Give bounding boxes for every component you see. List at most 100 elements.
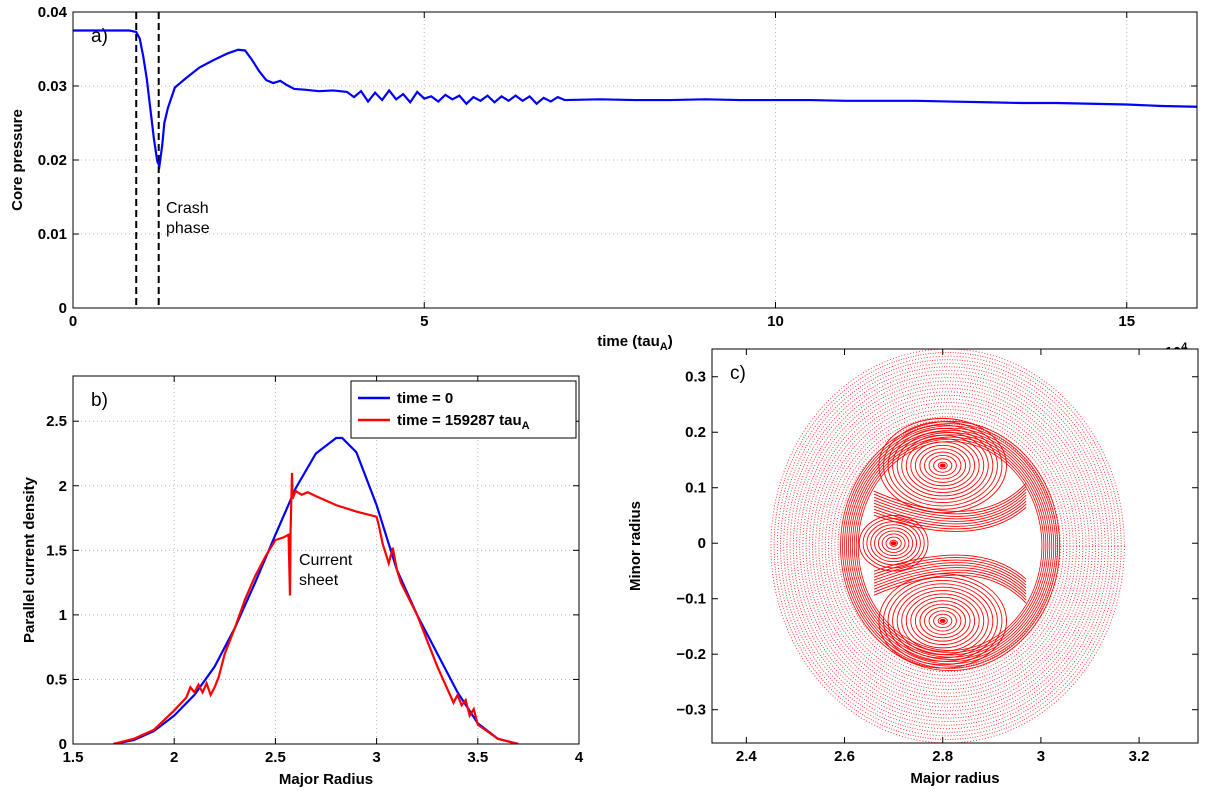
magnetic-island-surface: [914, 444, 971, 487]
magnetic-island-surface: [910, 441, 976, 490]
flux-surface-ring: [780, 359, 1116, 733]
magnetic-island-surface: [905, 593, 980, 649]
x-tick-label: 4: [575, 749, 584, 766]
flux-surface-ring: [831, 416, 1065, 676]
series-time-late-line: [113, 472, 519, 744]
y-tick-label: 0.03: [38, 78, 67, 95]
x-tick-label: 3: [372, 749, 380, 766]
flux-surface-ring-inner: [840, 421, 1061, 671]
flux-surface-ring: [783, 362, 1113, 730]
magnetic-island-surface: [919, 448, 966, 483]
panel-label: c): [730, 363, 746, 384]
axes-frame: [711, 348, 1199, 744]
y-tick-label: 0.01: [38, 226, 67, 243]
crash-phase-annotation: Crash phase: [166, 200, 210, 237]
magnetic-island-surface: [937, 461, 948, 470]
x-tick-label: 2: [170, 749, 178, 766]
flux-surface-ring: [805, 387, 1090, 705]
panel-label: a): [91, 26, 108, 47]
flux-surface-ring-inner: [853, 436, 1047, 656]
series-time-0-line: [113, 436, 519, 744]
magnetic-island-surface: [877, 530, 910, 557]
magnetic-island-surface: [878, 573, 1007, 669]
flux-surface-ring: [818, 402, 1077, 690]
separatrix-line: [873, 485, 1027, 515]
separatrix-line: [873, 494, 1027, 522]
flux-surface-ring: [789, 369, 1106, 723]
core-pressure-line: [73, 29, 1197, 170]
flux-surface-ring: [808, 391, 1087, 701]
separatrix-line: [873, 574, 1027, 604]
panel-label: b): [91, 390, 108, 411]
flux-surface-ring: [776, 355, 1119, 737]
magnetic-island-surface: [887, 580, 998, 662]
flux-surface-ring-inner: [846, 427, 1055, 665]
current-sheet-annotation: Current sheet: [299, 552, 353, 589]
magnetic-island-surface: [933, 613, 953, 629]
y-tick-label: 0.3: [685, 369, 706, 386]
y-tick-label: 0.5: [46, 671, 67, 688]
flux-surface-ring: [792, 373, 1103, 719]
separatrix-line: [873, 564, 1027, 592]
separatrix-line: [873, 506, 1027, 532]
y-tick-label: −0.3: [676, 702, 706, 719]
separatrix-line: [873, 559, 1027, 586]
panel-c-poincare-plot: 2.4 2.6 2.8 3 3.2 −0.3 −0.2 −0.1 0 0.1 0.2 0.3 Minor…: [627, 348, 1199, 787]
flux-surface-ring: [799, 380, 1097, 712]
flux-surface-ring: [786, 366, 1109, 726]
x-tick-label: 2.8: [932, 748, 953, 765]
separatrix-line: [873, 567, 1027, 595]
magnetic-island-surface: [881, 533, 906, 553]
separatrix-line: [873, 569, 1027, 598]
flux-surface-ring-inner: [847, 429, 1053, 663]
flux-surface-ring: [821, 405, 1074, 687]
x-tick-label: 2.5: [265, 749, 286, 766]
x-tick-label: 10: [767, 313, 784, 330]
flux-surface-ring: [773, 352, 1122, 740]
y-tick-label: 0.02: [38, 152, 67, 169]
x-tick-label: 3: [1037, 748, 1045, 765]
magnetic-island-surface: [937, 617, 948, 625]
magnetic-island-surface: [933, 458, 953, 473]
y-tick-label: 0: [59, 736, 67, 753]
magnetic-island-surface: [905, 438, 980, 493]
magnetic-island-surface: [924, 451, 962, 480]
magnetic-island-surface: [896, 431, 989, 500]
y-tick-label: −0.2: [676, 646, 706, 663]
x-tick-label: 1.5: [63, 749, 84, 766]
axes-frame: [72, 11, 1198, 309]
magnetic-island-surface: [883, 576, 1003, 666]
x-tick-label: 2.4: [736, 748, 758, 765]
magnetic-island-surface: [924, 606, 962, 635]
y-tick-label: −0.1: [676, 591, 706, 608]
separatrix-line: [873, 482, 1027, 512]
y-tick-label: 2: [59, 478, 67, 495]
y-tick-label: 1.5: [46, 542, 67, 559]
poincare-points: [770, 349, 1125, 743]
magnetic-island-surface: [885, 536, 902, 550]
flux-surface-ring: [828, 412, 1068, 680]
island-o-point: [939, 463, 946, 468]
separatrix-line: [873, 500, 1027, 527]
y-axis-label: Core pressure: [9, 109, 26, 211]
x-tick-label: 3.5: [467, 749, 488, 766]
axes-frame: [72, 375, 580, 745]
x-tick-label: 15: [1118, 313, 1135, 330]
y-tick-label: 0.1: [685, 480, 706, 497]
magnetic-island-surface: [870, 524, 917, 563]
y-tick-label: 0: [698, 535, 706, 552]
island-o-point: [890, 541, 897, 546]
separatrix-line: [873, 491, 1027, 520]
flux-surface-ring-inner: [842, 423, 1059, 669]
panel-a-core-pressure: 0 5 10 15 0 0.01 0.02 0.03 0.04 Core pressure time…: [9, 4, 1198, 361]
flux-surface-ring: [796, 377, 1100, 715]
magnetic-island-surface: [889, 539, 898, 547]
x-axis-label: Major radius: [910, 770, 999, 787]
magnetic-island-surface: [892, 583, 994, 659]
magnetic-island-surface: [914, 600, 971, 642]
plot-area: [712, 349, 1198, 743]
flux-surface-ring: [802, 384, 1093, 708]
separatrix-line: [873, 497, 1027, 525]
x-tick-label: 5: [420, 313, 428, 330]
